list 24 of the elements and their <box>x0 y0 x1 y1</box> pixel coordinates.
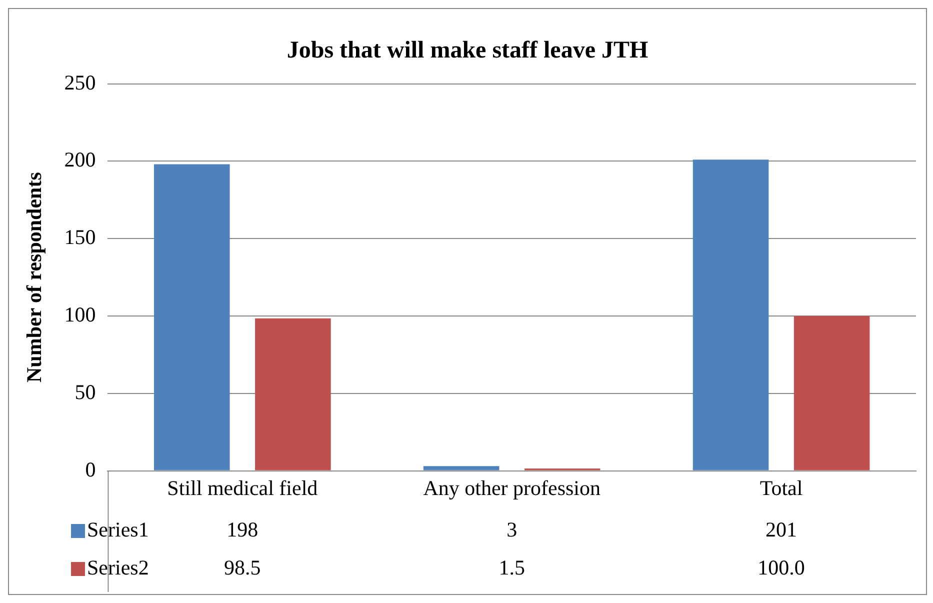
legend-label: Series2 <box>87 556 149 580</box>
bar <box>255 318 331 470</box>
x-tick-label: Still medical field <box>167 476 318 500</box>
y-tick-label: 0 <box>85 457 96 482</box>
bar <box>154 164 230 470</box>
bar <box>692 160 769 470</box>
data-label: 1.5 <box>498 556 525 580</box>
data-label: 98.5 <box>224 556 261 580</box>
y-tick-label: 50 <box>74 380 96 404</box>
x-tick-label: Any other profession <box>423 476 601 500</box>
legend-label: Series1 <box>87 518 149 542</box>
data-label: 100.0 <box>758 556 805 580</box>
chart-title: Jobs that will make staff leave JTH <box>286 38 648 64</box>
bar <box>794 316 870 470</box>
x-tick-label: Total <box>760 476 803 500</box>
data-label: 3 <box>506 518 518 542</box>
data-label: 201 <box>766 518 798 542</box>
y-tick-label: 250 <box>64 70 96 94</box>
y-axis-title: Number of respondents <box>22 172 46 383</box>
y-tick-label: 150 <box>64 225 96 250</box>
bar <box>423 466 500 470</box>
y-tick-label: 100 <box>64 302 96 327</box>
y-tick-label: 200 <box>64 148 96 172</box>
data-label: 198 <box>226 518 258 542</box>
